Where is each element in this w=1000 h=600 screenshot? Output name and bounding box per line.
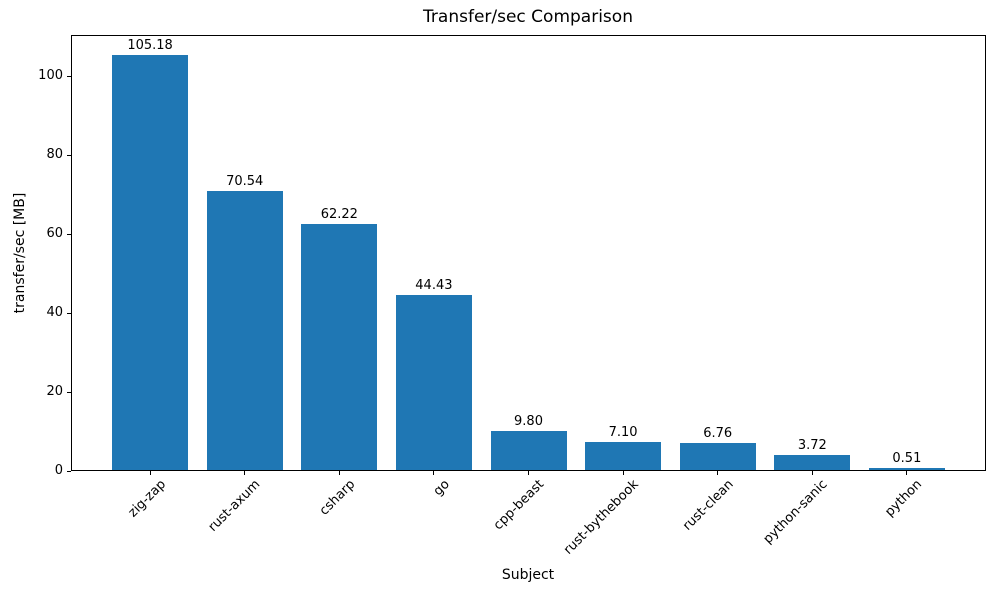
x-tick-label: rust-bythebook [561, 477, 642, 558]
x-tick [622, 471, 624, 475]
x-tick [528, 471, 529, 475]
plot-area: 0 20 40 60 80 100 105.18 zig-zap 70.54 rust-axum 6… [38, 35, 986, 558]
x-tick [149, 471, 151, 475]
x-tick [906, 471, 908, 475]
y-tick-label: 0 [54, 463, 63, 478]
y-tick-label: 20 [46, 384, 63, 399]
bar-value-label: 62.22 [320, 207, 358, 223]
x-tick [244, 471, 246, 475]
x-tick [717, 471, 719, 475]
y-tick [67, 75, 71, 77]
chart-title: Transfer/sec Comparison [423, 7, 633, 27]
y-tick-label: 80 [46, 147, 63, 163]
bar [301, 224, 378, 470]
bar-value-label: 7.10 [608, 424, 638, 440]
x-axis-label: Subject [501, 567, 555, 583]
x-tick [811, 471, 813, 475]
bar-value-label: 3.72 [797, 438, 827, 454]
x-tick-label: python-sanic [760, 477, 831, 547]
bar [585, 441, 662, 470]
x-tick [338, 471, 340, 475]
y-axis-label: transfer/sec [MB] [12, 192, 28, 314]
y-tick [67, 312, 71, 314]
bar-value-label: 9.80 [514, 414, 543, 430]
bar [490, 431, 567, 470]
bar-value-label: 105.18 [127, 37, 173, 53]
bar-value-label: 6.76 [703, 426, 733, 442]
bar-value-label: 0.51 [892, 450, 922, 466]
bar [868, 468, 945, 470]
bar [395, 294, 472, 470]
bar-value-label: 44.43 [415, 277, 453, 293]
y-tick-label: 40 [46, 305, 63, 321]
x-tick [433, 471, 435, 475]
y-tick [67, 154, 71, 156]
bar [679, 443, 756, 470]
y-tick [67, 391, 71, 393]
x-tick-label: zig-zap [125, 477, 169, 521]
bar [206, 191, 283, 470]
x-tick-label: python [882, 477, 926, 520]
x-tick-label: rust-axum [205, 477, 264, 535]
y-tick-label: 60 [46, 226, 63, 242]
y-tick [67, 470, 71, 472]
bar-value-label: 70.54 [226, 174, 264, 190]
x-tick-label: go [430, 477, 453, 500]
x-tick-label: csharp [316, 477, 358, 519]
bar [112, 54, 189, 470]
bar [774, 455, 851, 470]
y-tick-label: 100 [38, 68, 63, 84]
x-tick-label: rust-clean [679, 477, 737, 534]
y-tick [67, 233, 71, 235]
plot-frame [71, 35, 986, 471]
x-tick-label: cpp-beast [490, 477, 548, 534]
